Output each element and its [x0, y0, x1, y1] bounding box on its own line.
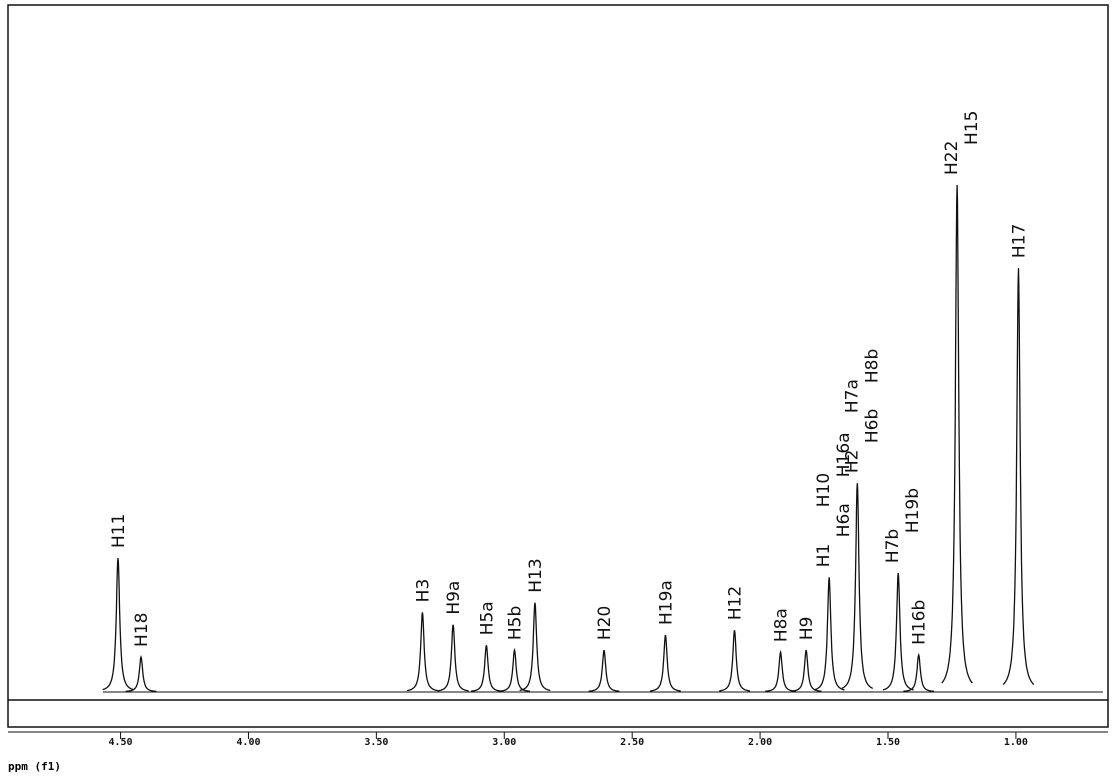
peak	[1003, 268, 1034, 684]
page: {"chart_data": {"type": "nmr", "x_label"…	[0, 0, 1113, 776]
peak-label: H15	[962, 111, 982, 145]
x-tick-label: 1.50	[876, 737, 900, 748]
peak-label: H13	[526, 558, 546, 592]
peak	[791, 650, 822, 691]
peak-label: H2	[842, 450, 862, 474]
chart: ppm (f1) 4.50 4.00 3.50 3.00 2.50 2.00 1.50 1.0…	[0, 0, 1113, 776]
peak-label: H18	[132, 613, 152, 647]
peak-label: H1	[814, 544, 834, 568]
peak-label: H8a	[772, 608, 792, 642]
peak	[126, 657, 157, 691]
peak	[650, 635, 681, 691]
peak-label: H17	[1009, 224, 1029, 258]
peak-label: H16b	[910, 600, 930, 645]
peak-label: H9a	[444, 581, 464, 615]
peak-label: H19a	[656, 580, 676, 625]
peak	[438, 625, 469, 691]
x-axis-label: ppm (f1)	[8, 760, 61, 773]
peak-label: H22	[942, 141, 962, 175]
peak	[103, 558, 134, 690]
x-tick-label: 2.00	[748, 737, 772, 748]
peak	[765, 652, 796, 691]
peak-label: H5a	[477, 601, 497, 635]
peak-label: H9	[797, 616, 817, 640]
peak-label: H20	[595, 606, 615, 640]
peak-label: H12	[726, 586, 746, 620]
peak	[499, 650, 530, 691]
peak-label: H11	[109, 514, 129, 548]
peak-label: H5b	[506, 606, 526, 640]
peak-label: H19b	[903, 488, 923, 533]
peak-label: H6b	[862, 409, 882, 443]
peak-label: H7a	[842, 379, 862, 413]
peak	[719, 630, 750, 691]
peak	[942, 185, 973, 683]
x-tick-label: 1.00	[1004, 737, 1028, 748]
peak	[814, 577, 845, 690]
peak	[903, 655, 934, 692]
peak	[407, 612, 438, 690]
x-tick-label: 4.00	[236, 737, 260, 748]
x-tick-label: 3.00	[492, 737, 516, 748]
peak-label: H10	[814, 473, 834, 507]
plot-frame	[8, 5, 1108, 727]
peak	[589, 650, 620, 691]
x-tick-label: 4.50	[109, 737, 133, 748]
peak-label: H8b	[862, 349, 882, 383]
peak	[471, 645, 502, 691]
peak-label: H3	[413, 579, 433, 603]
peak-label: H6a	[834, 503, 854, 537]
x-tick-label: 2.50	[620, 737, 644, 748]
x-tick-label: 3.50	[364, 737, 388, 748]
peak-label: H7b	[883, 529, 903, 563]
